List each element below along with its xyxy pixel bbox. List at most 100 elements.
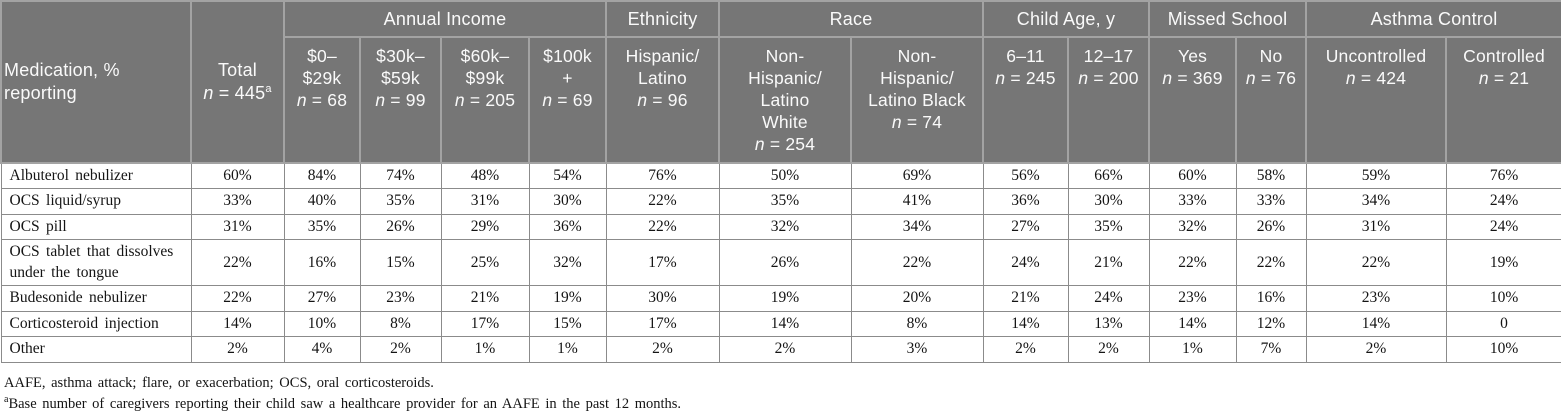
value-cell: 2% bbox=[1305, 336, 1447, 363]
value-cell: 32% bbox=[718, 213, 852, 241]
medication-reporting-table: Medication, % reporting Total n = 445a A… bbox=[0, 0, 1561, 363]
value-cell: 76% bbox=[1445, 162, 1561, 190]
value-cell: 31% bbox=[1305, 213, 1447, 241]
medication-name: Budesonide nebulizer bbox=[0, 285, 192, 312]
value-cell: 48% bbox=[440, 162, 530, 190]
value-cell: 23% bbox=[1305, 285, 1447, 312]
value-cell: 26% bbox=[1235, 213, 1307, 241]
value-cell: 60% bbox=[1148, 162, 1237, 190]
value-cell: 2% bbox=[718, 336, 852, 363]
table-row: OCS tablet that dissolves under the tong… bbox=[0, 239, 1561, 287]
col-header-hispanic-latino: Hispanic/ Latino n = 96 bbox=[605, 36, 720, 164]
col-header-non-hispanic-black: Non- Hispanic/ Latino Black n = 74 bbox=[849, 36, 985, 164]
value-cell: 23% bbox=[1148, 285, 1237, 312]
value-cell: 33% bbox=[1148, 188, 1237, 215]
value-cell: 33% bbox=[190, 188, 285, 215]
value-cell: 35% bbox=[1067, 213, 1150, 241]
value-cell: 59% bbox=[1305, 162, 1447, 190]
value-cell: 2% bbox=[359, 336, 442, 363]
table-row: Corticosteroid injection 14% 10% 8% 17% 15% 17… bbox=[0, 310, 1561, 338]
value-cell: 36% bbox=[982, 188, 1069, 215]
value-cell: 74% bbox=[359, 162, 442, 190]
value-cell: 60% bbox=[190, 162, 285, 190]
col-header-income-100k-plus: $100k + n = 69 bbox=[528, 36, 607, 164]
value-cell: 2% bbox=[1067, 336, 1150, 363]
medication-name: OCS pill bbox=[0, 213, 192, 241]
value-cell: 22% bbox=[1148, 239, 1237, 287]
value-cell: 16% bbox=[283, 239, 361, 287]
group-header-race: Race bbox=[717, 0, 985, 38]
value-cell: 8% bbox=[359, 310, 442, 338]
col-header-income-0-29k: $0– $29k n = 68 bbox=[283, 36, 361, 164]
value-cell: 3% bbox=[850, 336, 984, 363]
footnote-abbreviations: AAFE, asthma attack; flare, or exacerbat… bbox=[4, 374, 434, 391]
value-cell: 29% bbox=[440, 213, 530, 241]
value-cell: 50% bbox=[718, 162, 852, 190]
value-cell: 35% bbox=[359, 188, 442, 215]
value-cell: 27% bbox=[283, 285, 361, 312]
value-cell: 14% bbox=[982, 310, 1069, 338]
table-row: OCS liquid/syrup 33% 40% 35% 31% 30% 22% 35% 41%… bbox=[0, 188, 1561, 215]
value-cell: 22% bbox=[1305, 239, 1447, 287]
medication-name: Albuterol nebulizer bbox=[0, 162, 192, 190]
value-cell: 30% bbox=[605, 285, 720, 312]
table-row: Budesonide nebulizer 22% 27% 23% 21% 19% 30% 19… bbox=[0, 285, 1561, 312]
col-header-age-6-11: 6–11 n = 245 bbox=[982, 36, 1070, 164]
value-cell: 35% bbox=[283, 213, 361, 241]
value-cell: 2% bbox=[605, 336, 720, 363]
sub-header-row: $0– $29k n = 68 $30k– $59k n = 99 $60k– … bbox=[1, 36, 1561, 164]
footnotes: AAFE, asthma attack; flare, or exacerbat… bbox=[4, 373, 1561, 415]
value-cell: 32% bbox=[1148, 213, 1237, 241]
value-cell: 15% bbox=[528, 310, 607, 338]
medication-name: Other bbox=[0, 336, 192, 363]
value-cell: 31% bbox=[190, 213, 285, 241]
medication-name: OCS liquid/syrup bbox=[0, 188, 192, 215]
value-cell: 23% bbox=[359, 285, 442, 312]
col-header-age-12-17: 12–17 n = 200 bbox=[1067, 36, 1151, 164]
value-cell: 76% bbox=[605, 162, 720, 190]
value-cell: 16% bbox=[1235, 285, 1307, 312]
value-cell: 1% bbox=[440, 336, 530, 363]
col-header-uncontrolled: Uncontrolled n = 424 bbox=[1305, 36, 1448, 164]
table-body: Albuterol nebulizer 60% 84% 74% 48% 54% 76% 50%… bbox=[0, 162, 1561, 363]
value-cell: 14% bbox=[1148, 310, 1237, 338]
value-cell: 17% bbox=[605, 239, 720, 287]
group-header-asthma-control: Asthma Control bbox=[1305, 0, 1561, 38]
value-cell: 24% bbox=[1445, 188, 1561, 215]
value-cell: 24% bbox=[982, 239, 1069, 287]
value-cell: 10% bbox=[1445, 285, 1561, 312]
value-cell: 22% bbox=[605, 188, 720, 215]
col-header-non-hispanic-white: Non- Hispanic/ Latino White n = 254 bbox=[718, 36, 852, 164]
value-cell: 12% bbox=[1235, 310, 1307, 338]
value-cell: 66% bbox=[1067, 162, 1150, 190]
value-cell: 22% bbox=[190, 285, 285, 312]
group-header-row: Medication, % reporting Total n = 445a A… bbox=[0, 0, 1561, 164]
value-cell: 2% bbox=[982, 336, 1069, 363]
value-cell: 41% bbox=[850, 188, 984, 215]
value-cell: 24% bbox=[1067, 285, 1150, 312]
value-cell: 21% bbox=[982, 285, 1069, 312]
value-cell: 19% bbox=[528, 285, 607, 312]
value-cell: 40% bbox=[283, 188, 361, 215]
value-cell: 4% bbox=[283, 336, 361, 363]
value-cell: 15% bbox=[359, 239, 442, 287]
value-cell: 21% bbox=[440, 285, 530, 312]
group-header-missed-school: Missed School bbox=[1148, 0, 1308, 38]
value-cell: 22% bbox=[190, 239, 285, 287]
value-cell: 14% bbox=[1305, 310, 1447, 338]
value-cell: 0 bbox=[1445, 310, 1561, 338]
value-cell: 25% bbox=[440, 239, 530, 287]
value-cell: 1% bbox=[1148, 336, 1237, 363]
value-cell: 22% bbox=[850, 239, 984, 287]
corner-header-medication: Medication, % reporting bbox=[0, 0, 192, 164]
value-cell: 33% bbox=[1235, 188, 1307, 215]
value-cell: 34% bbox=[1305, 188, 1447, 215]
value-cell: 17% bbox=[605, 310, 720, 338]
value-cell: 10% bbox=[283, 310, 361, 338]
table-row: Other 2% 4% 2% 1% 1% 2% 2% 3% 2% 2% 1% 7% 2% 10% bbox=[0, 336, 1561, 363]
value-cell: 17% bbox=[440, 310, 530, 338]
value-cell: 34% bbox=[850, 213, 984, 241]
value-cell: 27% bbox=[982, 213, 1069, 241]
table-row: Albuterol nebulizer 60% 84% 74% 48% 54% 76% 50%… bbox=[0, 162, 1561, 190]
total-label: Total bbox=[217, 60, 258, 81]
